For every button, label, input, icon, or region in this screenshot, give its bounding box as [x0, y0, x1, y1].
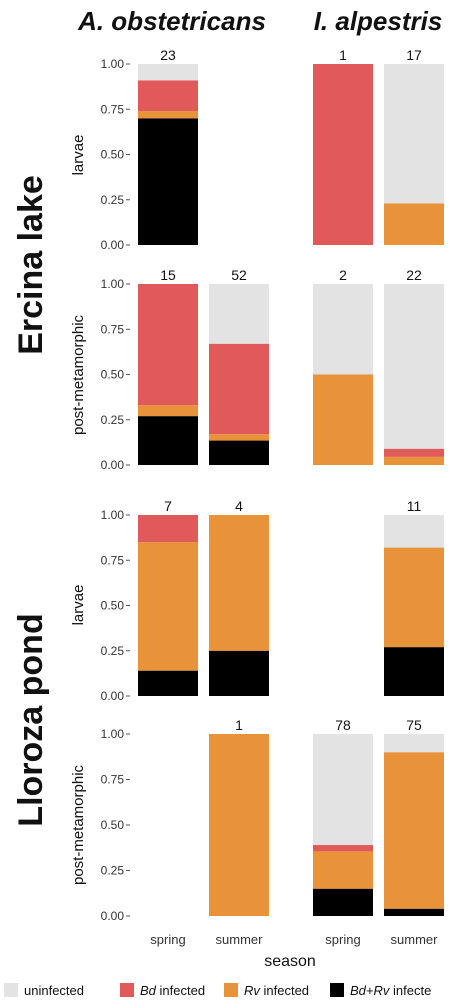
bar-segment-uninfected	[313, 734, 373, 846]
y-tick-label: 0.00	[101, 238, 125, 252]
bar-segment-uninfected	[209, 284, 269, 344]
bar-segment-bdrv	[209, 650, 269, 696]
y-tick-label: 1.00	[101, 57, 125, 71]
y-tick-label: 0.50	[101, 599, 125, 613]
bar-segment-uninfected	[313, 284, 373, 375]
bar-segment-bd	[209, 343, 269, 435]
bar-segment-bd	[138, 284, 198, 406]
bar-segment-rv	[138, 405, 198, 417]
bar-segment-bd	[138, 515, 198, 543]
y-tick-label: 0.75	[101, 322, 125, 336]
bar-count-label: 1	[339, 47, 347, 63]
bar-segment-uninfected	[384, 64, 444, 204]
bar-count-label: 22	[406, 267, 422, 283]
legend-label-bd-rest: infected	[156, 983, 205, 998]
bar-segment-bdrv	[138, 118, 198, 245]
bar-segment-uninfected	[384, 734, 444, 753]
bar-segment-bdrv	[313, 888, 373, 916]
bar-segment-bd	[313, 845, 373, 852]
stage-label-ercina-larvae: larvae	[70, 135, 87, 176]
y-tick-label: 0.75	[101, 553, 125, 567]
bar-segment-uninfected	[384, 515, 444, 548]
y-tick-label: 0.00	[101, 689, 125, 703]
bar-segment-uninfected	[384, 284, 444, 449]
y-tick-label: 0.75	[101, 773, 125, 787]
site-title-ercina-lake: Ercina lake	[12, 175, 50, 355]
bar-count-label: 2	[339, 267, 347, 283]
y-tick-label: 1.00	[101, 508, 125, 522]
bar-segment-rv	[209, 734, 269, 916]
y-tick-label: 0.50	[101, 368, 125, 382]
y-tick-label: 0.25	[101, 864, 125, 878]
legend: uninfected Bd infected Rv infected Bd+Rv…	[4, 983, 431, 998]
y-tick-label: 0.25	[101, 644, 125, 658]
legend-swatch-uninfected	[4, 983, 18, 997]
legend-label-bdrv: Bd+Rv infecte	[350, 983, 431, 998]
stage-label-lloroza-larvae: larvae	[70, 585, 87, 626]
y-tick-label: 0.00	[101, 909, 125, 923]
species-title-i-alpestris: I. alpestris	[314, 6, 443, 36]
x-tick-spring-a: spring	[150, 932, 185, 947]
bar-count-label: 75	[406, 717, 422, 733]
x-axis-label: season	[264, 953, 316, 970]
bar-segment-bdrv	[384, 647, 444, 696]
y-tick-label: 0.00	[101, 458, 125, 472]
legend-label-bd-italic: Bd	[140, 983, 157, 998]
bar-count-label: 1	[235, 717, 243, 733]
y-tick-label: 0.50	[101, 818, 125, 832]
bar-segment-bdrv	[138, 416, 198, 465]
legend-label-uninfected: uninfected	[24, 983, 84, 998]
legend-swatch-bdrv	[330, 983, 344, 997]
bar-count-label: 52	[231, 267, 247, 283]
x-tick-summer-a: summer	[216, 932, 264, 947]
y-tick-label: 1.00	[101, 727, 125, 741]
bar-count-label: 15	[160, 267, 176, 283]
bar-count-label: 7	[164, 498, 172, 514]
species-title-a-obstetricans: A. obstetricans	[77, 6, 266, 36]
site-title-lloroza-pond: Lloroza pond	[12, 613, 50, 826]
x-tick-summer-i: summer	[391, 932, 439, 947]
stage-label-ercina-postmeta: post-metamorphic	[70, 314, 87, 435]
bar-count-label: 78	[335, 717, 351, 733]
bar-segment-bd	[384, 448, 444, 457]
bar-segment-rv	[138, 111, 198, 119]
bar-segment-rv	[313, 374, 373, 465]
bar-segment-rv	[313, 851, 373, 889]
y-tick-label: 0.25	[101, 193, 125, 207]
bar-segment-rv	[384, 203, 444, 245]
bar-segment-rv	[209, 515, 269, 651]
y-tick-label: 0.75	[101, 102, 125, 116]
y-tick-label: 0.25	[101, 413, 125, 427]
bar-count-label: 11	[407, 498, 422, 514]
bar-count-label: 23	[160, 47, 176, 63]
legend-label-bdrv-italic: Bd+Rv	[350, 983, 391, 998]
bar-segment-rv	[384, 456, 444, 465]
bar-segment-bd	[138, 80, 198, 112]
bar-segment-bdrv	[384, 908, 444, 916]
legend-label-rv: Rv infected	[244, 983, 309, 998]
bar-count-label: 4	[235, 498, 243, 514]
legend-swatch-rv	[224, 983, 238, 997]
bar-segment-rv	[138, 542, 198, 671]
x-tick-spring-i: spring	[325, 932, 360, 947]
y-tick-label: 0.50	[101, 148, 125, 162]
bar-segment-rv	[384, 547, 444, 648]
legend-swatch-bd	[120, 983, 134, 997]
stage-label-lloroza-postmeta: post-metamorphic	[70, 764, 87, 885]
bar-segment-bd	[313, 64, 373, 245]
bar-segment-rv	[209, 434, 269, 441]
legend-label-bd: Bd infected	[140, 983, 205, 998]
legend-label-rv-rest: infected	[260, 983, 309, 998]
bar-segment-rv	[384, 752, 444, 909]
y-tick-label: 1.00	[101, 277, 125, 291]
bar-segment-bdrv	[138, 670, 198, 696]
legend-label-bdrv-rest: infecte	[389, 983, 431, 998]
bar-count-label: 17	[406, 47, 422, 63]
legend-label-rv-italic: Rv	[244, 983, 261, 998]
bar-segment-uninfected	[138, 64, 198, 81]
bar-segment-bdrv	[209, 440, 269, 465]
